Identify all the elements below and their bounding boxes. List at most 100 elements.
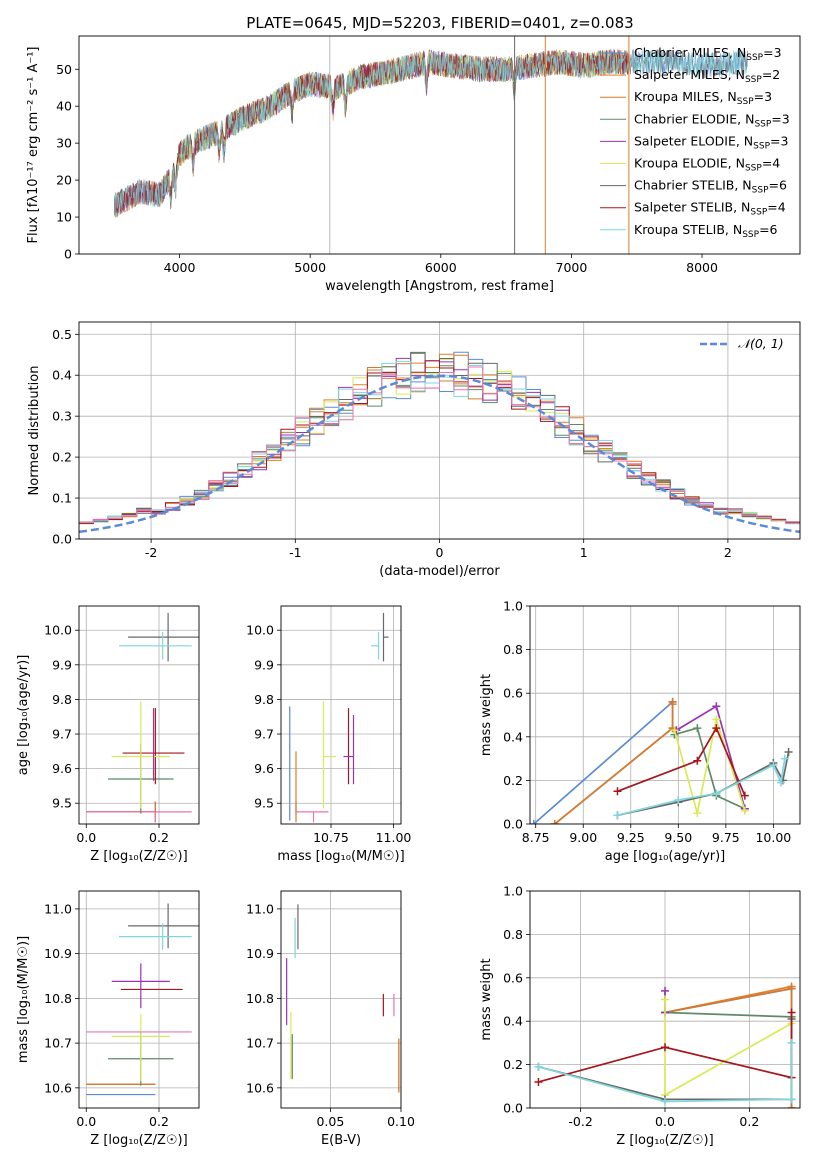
data-point-errorbar xyxy=(111,963,170,1009)
age_vs_mass-y-tick-label: 9.6 xyxy=(254,761,274,776)
weight_vs_Z-y-axis-label: mass weight xyxy=(479,958,494,1040)
residuals-plot-area xyxy=(79,322,800,539)
data-point-errorbar xyxy=(128,903,199,949)
mass_vs_Z-plot-area xyxy=(79,891,199,1108)
legend-label: Salpeter ELODIE, N xyxy=(634,133,753,148)
data-point-errorbar xyxy=(119,631,192,660)
residuals-x-axis-label: (data-model)/error xyxy=(379,564,500,579)
residuals-x-tick-label: 2 xyxy=(724,545,732,560)
weight-marker xyxy=(740,806,749,815)
weight_vs_Z-y-tick-label: 0.4 xyxy=(503,1014,523,1029)
residuals-y-tick-label: 0.5 xyxy=(52,327,72,342)
weight-marker xyxy=(712,715,721,724)
mass_vs_Z-y-tick-label: 10.7 xyxy=(44,1036,72,1051)
legend-entry: Kroupa ELODIE, NSSP=4 xyxy=(634,156,780,174)
weight-marker xyxy=(787,1008,796,1017)
legend-entry: Salpeter MILES, NSSP=2 xyxy=(634,67,780,85)
residual-histogram xyxy=(79,360,800,524)
spectrum-x-tick-label: 4000 xyxy=(164,260,196,275)
weight-line xyxy=(664,1011,792,1018)
weight-marker xyxy=(613,787,622,796)
age_vs_mass-x-tick-label: 10.75 xyxy=(313,830,349,845)
legend-entry: Chabrier MILES, NSSP=3 xyxy=(634,45,782,63)
data-point-errorbar xyxy=(111,1014,170,1082)
weight-marker xyxy=(787,984,796,993)
legend-label: Chabrier MILES, N xyxy=(634,45,746,60)
mass_vs_Z-y-tick-label: 10.8 xyxy=(44,991,72,1006)
legend-entry: Kroupa STELIB, NSSP=6 xyxy=(634,222,778,240)
age_vs_mass-y-tick-label: 9.7 xyxy=(254,727,274,742)
residuals-y-tick-label: 0.2 xyxy=(52,450,72,465)
mass_vs_Z-y-axis-label: mass [log₁₀(M/M☉)] xyxy=(16,936,31,1063)
residuals-x-tick-label: -1 xyxy=(289,545,301,560)
mass_vs_Z-x-tick-label: 0.0 xyxy=(76,1114,96,1129)
weight-series xyxy=(672,702,749,813)
weight-marker xyxy=(780,754,789,763)
data-point-errorbar xyxy=(371,631,380,660)
legend-entry: Kroupa MILES, NSSP=3 xyxy=(634,89,772,107)
weight-line xyxy=(617,751,790,817)
legend-entry: Salpeter ELODIE, NSSP=3 xyxy=(634,133,788,151)
weight-marker xyxy=(693,809,702,818)
mass_vs_ebv-y-tick-label: 10.8 xyxy=(246,991,274,1006)
legend-subscript: SSP xyxy=(750,208,767,218)
weight_vs_age-x-tick-label: 9.75 xyxy=(712,830,740,845)
axes-frame xyxy=(529,890,801,1109)
spectrum-model-line xyxy=(114,49,748,218)
weight-marker xyxy=(787,1095,796,1104)
weight_vs_age-y-tick-label: 0.2 xyxy=(503,773,523,788)
age_vs_mass-panel: 10.75 11.00 9.5 9.6 9.7 9.8 9.9 10.0 mass [log₁₀… xyxy=(246,605,412,864)
weight-series xyxy=(613,754,789,820)
legend-subscript: SSP xyxy=(754,119,771,129)
legend-label: Kroupa ELODIE, N xyxy=(634,156,745,171)
weight_vs_age-x-tick-label: 8.75 xyxy=(522,830,550,845)
data-point-errorbar xyxy=(86,811,192,823)
weight-marker xyxy=(550,820,559,824)
weight-marker xyxy=(712,702,721,711)
data-point-errorbar xyxy=(128,612,199,662)
legend-value: =3 xyxy=(754,89,772,104)
legend: 𝒩(0, 1) xyxy=(700,336,784,351)
weight-line xyxy=(533,701,674,824)
weight-series xyxy=(550,697,677,824)
mass_vs_ebv-x-axis-label: E(B-V) xyxy=(321,1133,361,1148)
weight-marker xyxy=(534,1077,543,1086)
age_vs_mass-y-tick-label: 9.9 xyxy=(254,657,274,672)
residuals-x-tick-label: -2 xyxy=(145,545,157,560)
legend-value: =3 xyxy=(771,111,789,126)
legend-subscript: SSP xyxy=(745,75,762,85)
weight-series xyxy=(661,1008,796,1021)
weight-series xyxy=(670,715,749,818)
data-point-errorbar xyxy=(382,612,389,662)
age_vs_mass-y-tick-label: 10.0 xyxy=(246,623,274,638)
residuals-y-tick-label: 0.1 xyxy=(52,491,72,506)
weight_vs_age-x-tick-label: 9.50 xyxy=(664,830,692,845)
weight-marker xyxy=(661,986,669,995)
spectrum-plot-area xyxy=(114,36,748,254)
mass_vs_ebv-plot-area xyxy=(281,891,401,1108)
weight-series xyxy=(613,724,749,800)
spectrum-x-axis-label: wavelength [Angstrom, rest frame] xyxy=(325,279,554,294)
spectrum-x-tick-label: 5000 xyxy=(294,260,326,275)
residuals-y-tick-label: 0.0 xyxy=(52,532,72,547)
mass_vs_ebv-y-tick-label: 10.9 xyxy=(246,946,274,961)
age_vs_Z-y-tick-label: 10.0 xyxy=(44,623,72,638)
axes-frame xyxy=(529,605,801,825)
weight_vs_Z-plot-area xyxy=(530,891,800,1108)
age_vs_mass-plot-area xyxy=(281,606,401,824)
weight_vs_age-panel: 8.75 9.00 9.25 9.50 9.75 10.00 0.0 0.2 0.4 0.6 0.8… xyxy=(479,599,801,864)
spectrum-panel: 4000 5000 6000 7000 8000 0 10 20 30 40 50 wavelengt… xyxy=(26,14,801,294)
weight_vs_age-x-tick-label: 10.00 xyxy=(755,830,791,845)
mass_vs_ebv-x-tick-label: 0.05 xyxy=(316,1114,344,1129)
legend-value: =3 xyxy=(770,133,788,148)
weight_vs_age-x-tick-label: 9.00 xyxy=(569,830,597,845)
weight-marker xyxy=(787,1038,796,1047)
weight_vs_Z-x-tick-label: 0.2 xyxy=(739,1114,759,1129)
weight-line xyxy=(664,985,793,1108)
weight-marker xyxy=(670,726,679,735)
spectrum-y-tick-label: 20 xyxy=(56,173,72,188)
axes-frame xyxy=(280,890,402,1109)
residuals-x-tick-label: 0 xyxy=(436,545,444,560)
legend-value: =3 xyxy=(763,45,781,60)
age_vs_mass-x-tick-label: 11.00 xyxy=(376,830,412,845)
